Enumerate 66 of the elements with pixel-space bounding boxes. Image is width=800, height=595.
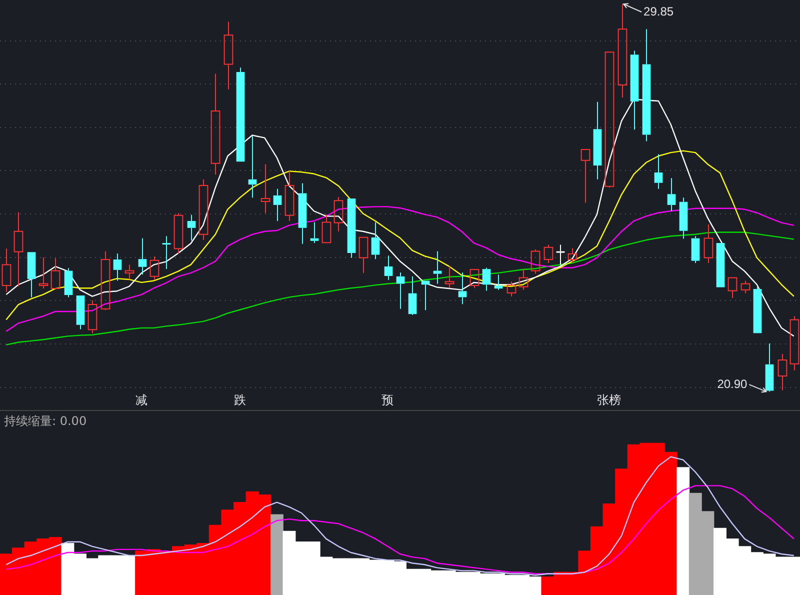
candlestick [198, 178, 208, 241]
candlestick [100, 250, 110, 311]
candlestick [64, 268, 73, 298]
candlestick [593, 101, 602, 180]
candlestick [38, 256, 48, 290]
candlestick [568, 248, 578, 264]
candlestick [284, 170, 294, 222]
candlestick [679, 197, 688, 240]
candlestick [248, 136, 257, 198]
candlestick [113, 252, 122, 282]
candlestick [2, 248, 12, 292]
candlestick [298, 182, 307, 244]
annotation: 20.90 [717, 376, 748, 391]
candlestick [187, 214, 196, 241]
candlestick [396, 272, 405, 310]
x-tick-label: 减 [136, 392, 148, 407]
candlestick [642, 28, 651, 142]
bar [270, 514, 284, 595]
candlestick [421, 280, 430, 311]
candlestick [358, 236, 368, 274]
x-tick-label: 跌 [234, 392, 246, 407]
candlestick [458, 272, 467, 305]
candlestick [27, 252, 36, 298]
candlestick [482, 267, 491, 292]
candlestick [433, 250, 442, 284]
candlestick [494, 274, 503, 290]
candlestick [778, 353, 788, 391]
x-tick-label: 预 [382, 392, 394, 407]
candlestick [630, 50, 639, 130]
candlestick [556, 244, 565, 266]
candlestick [704, 224, 714, 264]
candlestick [150, 256, 160, 280]
candlestick [518, 268, 528, 290]
candlestick [174, 212, 184, 254]
candlestick [728, 277, 738, 299]
annotation: 29.85 [644, 4, 674, 18]
candlestick [580, 149, 590, 204]
candlestick [444, 266, 454, 289]
candlestick [210, 73, 220, 176]
candlestick [273, 188, 282, 222]
candlestick [691, 236, 700, 264]
candlestick [322, 214, 332, 244]
candlestick [334, 196, 344, 232]
candlestick [654, 154, 663, 190]
bar [676, 467, 690, 595]
candlestick [260, 164, 270, 214]
candlestick [753, 286, 762, 334]
candlestick [162, 236, 171, 270]
candlestick [347, 198, 356, 258]
candlestick [236, 67, 245, 162]
x-tick-label: 张榜 [597, 392, 622, 407]
candlestick [224, 21, 234, 90]
chart-title: 持续缩量: 0.00 [3, 413, 88, 430]
candlestick [138, 238, 147, 276]
candlestick [740, 280, 750, 294]
candlestick [310, 222, 319, 244]
candlestick [14, 212, 24, 287]
candlestick [790, 316, 800, 371]
candlestick [76, 295, 85, 330]
candlestick [124, 264, 134, 280]
candlestick [88, 300, 98, 334]
candlestick [371, 222, 380, 260]
candlestick [408, 276, 417, 316]
candlestick [50, 258, 60, 290]
candlestick [384, 255, 393, 280]
candlestick [667, 178, 676, 212]
